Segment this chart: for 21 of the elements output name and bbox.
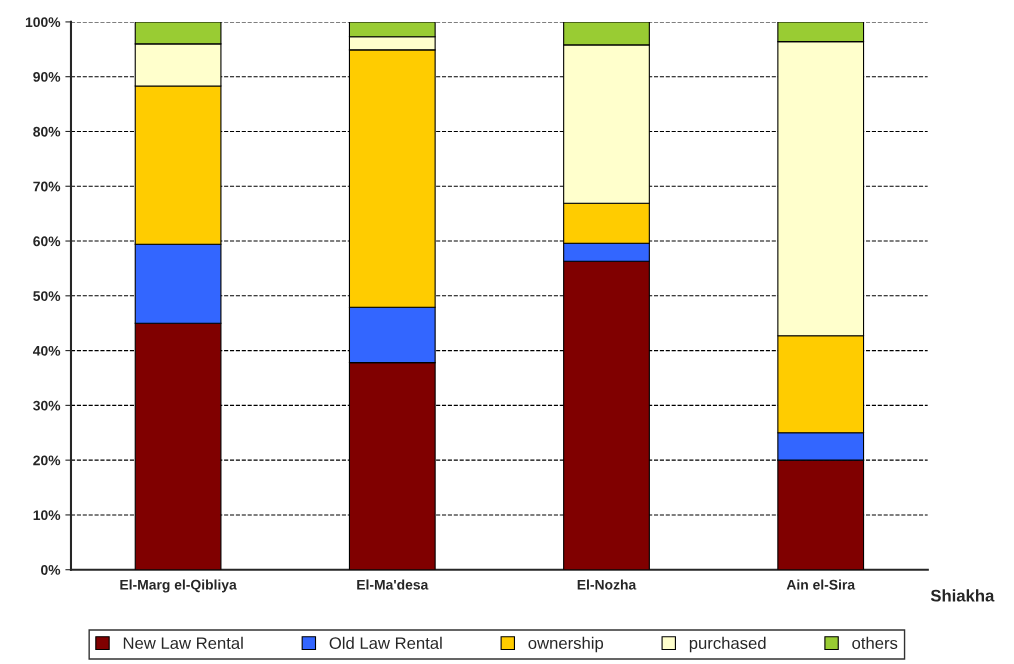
y-tick-label: 70%: [33, 181, 61, 192]
y-tick-label: 80%: [33, 126, 61, 137]
legend-label: ownership: [528, 636, 604, 653]
y-tick-label: 60%: [33, 236, 61, 247]
x-tick-label: Ain el-Sira: [786, 579, 856, 590]
y-tick-label: 50%: [33, 291, 61, 301]
x-tick-label: El-Nozha: [577, 579, 637, 590]
y-tick-label: 100%: [25, 17, 61, 28]
y-tick-label: 30%: [33, 400, 61, 411]
legend-label: others: [852, 636, 898, 650]
legend-label: New Law Rental: [123, 636, 243, 650]
x-axis-title: Shiakha: [930, 589, 995, 602]
y-tick-label: 40%: [32, 345, 61, 356]
y-tick-label: 10%: [33, 510, 61, 521]
x-tick-label: El-Marg el-Qibliya: [120, 579, 237, 593]
y-tick-label: 20%: [33, 455, 61, 466]
x-tick-label: El-Ma'desa: [357, 579, 429, 590]
legend-label: purchased: [689, 636, 766, 653]
y-tick-label: 90%: [33, 72, 61, 82]
legend-label: Old Law Rental: [329, 636, 442, 650]
y-tick-label: 0%: [41, 565, 61, 575]
